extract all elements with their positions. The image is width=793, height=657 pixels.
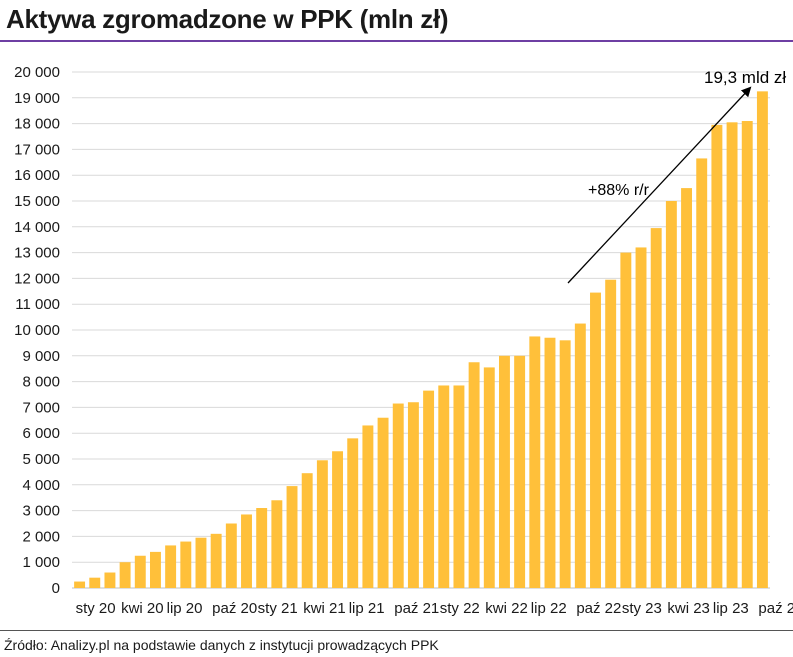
y-tick-label: 20 000 (14, 64, 60, 81)
x-tick-label: lip 22 (531, 600, 567, 617)
annotations: +88% r/r 19,3 mld zł (567, 68, 786, 284)
x-tick-label: paź 23 (758, 600, 793, 617)
bar (195, 537, 207, 588)
x-tick-label: sty 22 (440, 600, 480, 617)
bar (271, 500, 283, 588)
bar (756, 91, 768, 588)
y-tick-label: 11 000 (15, 296, 60, 313)
bar (681, 188, 693, 588)
y-tick-label: 6 000 (22, 425, 60, 442)
y-tick-label: 5 000 (22, 451, 60, 468)
x-tick-label: kwi 21 (303, 600, 346, 617)
bar (347, 438, 359, 588)
bar (726, 122, 738, 588)
total-label: 19,3 mld zł (704, 68, 786, 87)
title-divider (0, 40, 793, 42)
bar (635, 247, 647, 588)
y-tick-label: 10 000 (14, 322, 60, 339)
growth-label: +88% r/r (588, 182, 650, 199)
bar (316, 460, 328, 588)
bar (498, 355, 510, 588)
y-tick-label: 9 000 (22, 348, 60, 365)
y-tick-label: 4 000 (22, 477, 60, 494)
x-tick-label: paź 21 (394, 600, 439, 617)
y-tick-label: 7 000 (22, 399, 60, 416)
bar (423, 390, 435, 588)
bar (119, 562, 131, 588)
bar-chart: 0 1 000 2 000 3 000 4 000 5 000 6 000 7 000 8 00… (14, 64, 793, 617)
bar (620, 252, 632, 588)
x-tick-label: sty 20 (76, 600, 116, 617)
x-tick-label: lip 20 (167, 600, 203, 617)
y-tick-label: 0 (52, 580, 60, 597)
y-tick-label: 2 000 (22, 528, 60, 545)
bar (256, 508, 268, 588)
bar (605, 279, 617, 588)
bar (574, 323, 586, 588)
y-tick-label: 14 000 (14, 219, 60, 236)
x-tick-label: sty 21 (258, 600, 298, 617)
y-tick-label: 15 000 (14, 193, 60, 210)
bar (407, 402, 419, 588)
x-tick-label: kwi 22 (485, 600, 528, 617)
bar (149, 551, 161, 588)
bar (438, 385, 450, 588)
bar (74, 581, 86, 588)
bar (559, 340, 571, 588)
bar (89, 577, 101, 588)
y-tick-label: 12 000 (14, 270, 60, 287)
footer-divider (0, 630, 793, 631)
y-tick-label: 3 000 (22, 503, 60, 520)
x-tick-label: sty 23 (622, 600, 662, 617)
gridlines (72, 71, 770, 589)
bar (362, 425, 374, 588)
bar (590, 292, 601, 588)
bar (210, 533, 222, 588)
bar (741, 121, 753, 589)
bar (180, 541, 192, 588)
y-tick-label: 18 000 (14, 116, 60, 133)
bar (665, 201, 677, 588)
bar (392, 403, 404, 588)
bar (544, 337, 556, 588)
y-tick-label: 17 000 (14, 141, 60, 158)
bar (453, 385, 465, 588)
bar (165, 545, 177, 588)
y-tick-label: 16 000 (14, 167, 60, 184)
x-tick-label: paź 22 (576, 600, 621, 617)
y-axis-ticks: 0 1 000 2 000 3 000 4 000 5 000 6 000 7 000 8 00… (14, 64, 60, 597)
bar (104, 572, 116, 588)
y-tick-label: 13 000 (14, 245, 60, 262)
page-title: Aktywa zgromadzone w PPK (mln zł) (6, 4, 449, 34)
bar (696, 158, 708, 588)
x-tick-label: lip 21 (349, 600, 385, 617)
x-tick-label: kwi 20 (121, 600, 164, 617)
bar (332, 451, 344, 588)
bar (650, 228, 662, 588)
bar (134, 555, 146, 588)
x-tick-label: lip 23 (713, 600, 749, 617)
source-note: Źródło: Analizy.pl na podstawie danych z… (4, 637, 439, 653)
bar (301, 473, 313, 588)
bar (529, 336, 541, 588)
growth-arrow (567, 86, 752, 284)
x-axis-ticks: sty 20 kwi 20 lip 20 paź 20 sty 21 kwi 21 lip … (76, 600, 793, 617)
bar (241, 514, 252, 588)
y-tick-label: 1 000 (22, 554, 60, 571)
x-tick-label: kwi 23 (667, 600, 710, 617)
bars (74, 91, 768, 589)
bar (377, 417, 389, 588)
bar (468, 362, 480, 588)
bar (483, 367, 495, 588)
bar (225, 523, 237, 588)
bar (286, 486, 298, 588)
x-tick-label: paź 20 (212, 600, 257, 617)
bar (514, 355, 526, 588)
y-tick-label: 19 000 (14, 90, 60, 107)
bar (711, 124, 723, 588)
y-tick-label: 8 000 (22, 374, 60, 391)
